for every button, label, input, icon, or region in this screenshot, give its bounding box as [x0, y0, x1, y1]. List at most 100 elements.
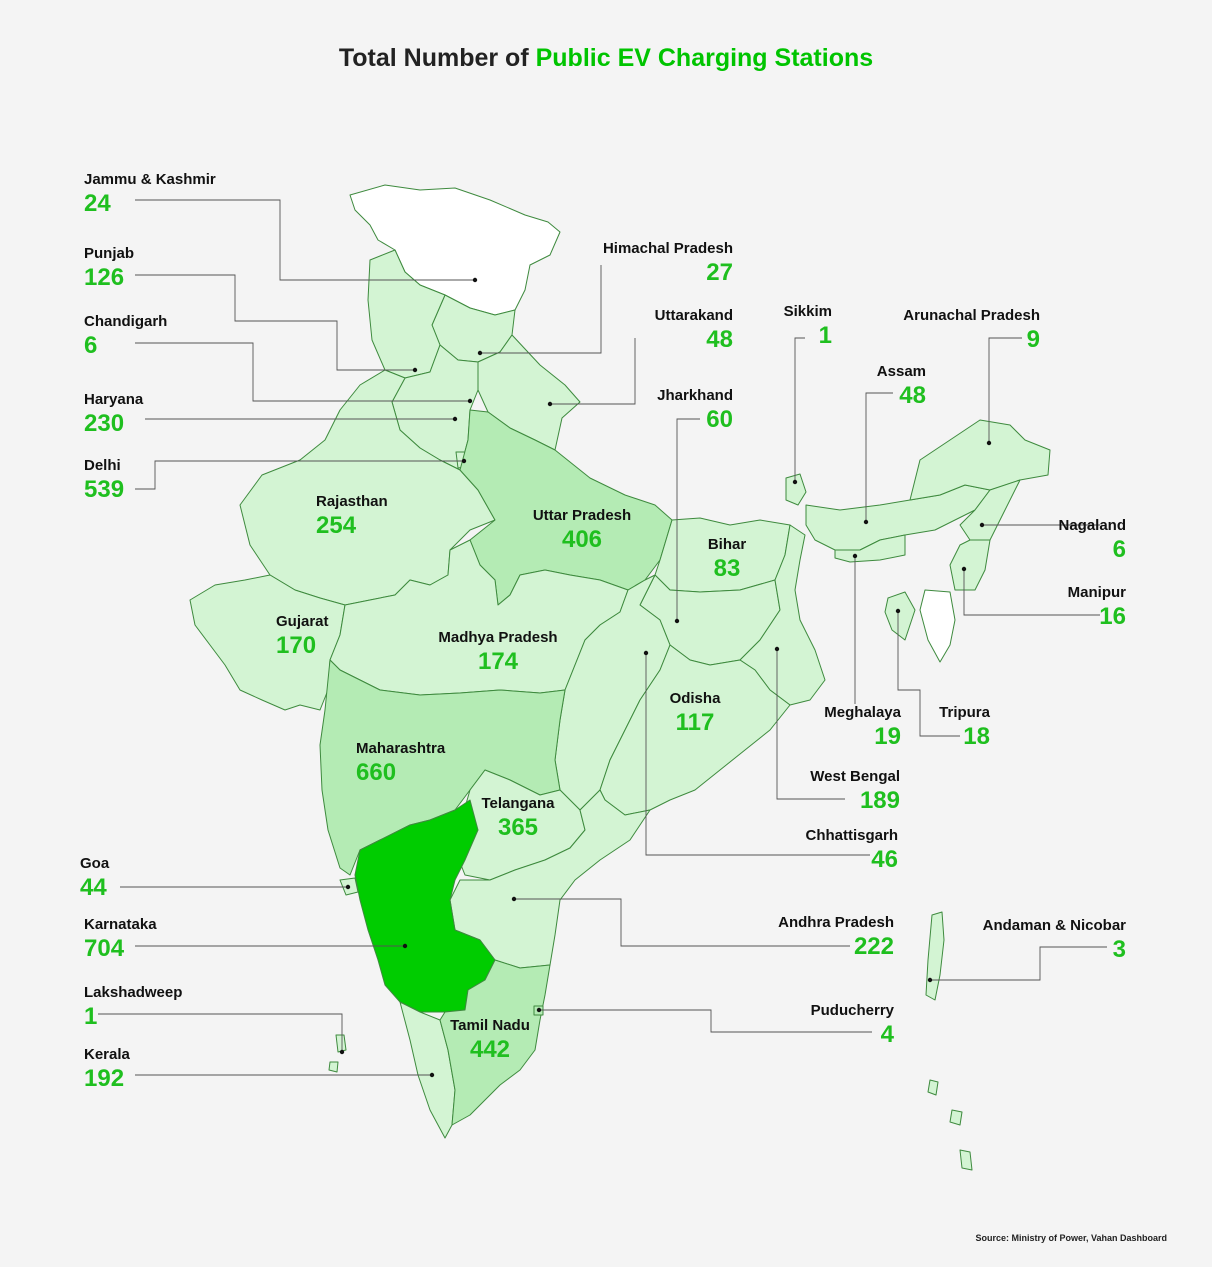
source-note: Source: Ministry of Power, Vahan Dashboa…	[975, 1233, 1167, 1243]
state-name: Goa	[80, 855, 110, 872]
state-value: 27	[706, 259, 733, 286]
state-value: 46	[871, 846, 898, 873]
dot-meghalaya	[852, 553, 858, 559]
label-tripura: Tripura 18	[939, 705, 990, 749]
state-name: Sikkim	[783, 303, 832, 320]
label-kerala: Kerala 192	[84, 1047, 130, 1091]
leader-chandigarh	[135, 342, 470, 402]
state-value: 406	[561, 526, 603, 553]
leader-arunachal	[988, 337, 1022, 443]
label-himachal-pradesh: Himachal Pradesh 27	[603, 241, 733, 285]
dot-uk	[547, 401, 553, 407]
state-value: 83	[713, 555, 741, 582]
title-prefix: Total Number of	[338, 44, 536, 72]
dot-hp	[477, 350, 483, 356]
label-sikkim: Sikkim 1	[784, 304, 832, 348]
state-name: Nagaland	[1058, 517, 1126, 534]
state-value: 117	[675, 709, 715, 736]
dot-tripura	[895, 608, 901, 614]
label-lakshadweep: Lakshadweep 1	[84, 985, 182, 1029]
label-west-bengal: West Bengal 189	[810, 769, 900, 813]
state-name: Andaman & Nicobar	[982, 917, 1126, 934]
state-value: 48	[899, 382, 926, 409]
state-value: 539	[84, 476, 125, 503]
state-name: Chandigarh	[84, 313, 168, 330]
dot-andaman	[927, 977, 933, 983]
label-andhra-pradesh: Andhra Pradesh 222	[778, 915, 894, 959]
state-name: Jammu & Kashmir	[84, 171, 216, 188]
dot-goa	[345, 884, 351, 890]
dot-wb	[774, 646, 780, 652]
state-value: 6	[84, 332, 98, 359]
dot-karnataka	[402, 943, 408, 949]
label-jammu-kashmir: Jammu & Kashmir 24	[84, 172, 216, 216]
region-arunachal-pradesh[interactable]	[909, 419, 1051, 501]
state-value: 1	[84, 1003, 98, 1030]
region-andaman-nicobar[interactable]	[925, 911, 973, 1171]
state-value: 365	[497, 814, 539, 841]
state-value: 254	[316, 512, 357, 539]
region-jammu-kashmir[interactable]	[349, 184, 561, 316]
chart-title: Total Number of Public EV Charging Stati…	[0, 44, 1212, 73]
state-value: 48	[706, 326, 733, 353]
region-tripura[interactable]	[884, 591, 916, 641]
leader-sikkim	[794, 337, 805, 482]
region-tamil-nadu[interactable]	[439, 959, 551, 1126]
label-arunachal-pradesh: Arunachal Pradesh 9	[903, 308, 1040, 352]
region-assam[interactable]	[805, 484, 991, 551]
label-chhattisgarh: Chhattisgarh 46	[805, 828, 898, 872]
region-meghalaya[interactable]	[834, 534, 906, 563]
label-jharkhand: Jharkhand 60	[657, 388, 733, 432]
state-value: 44	[80, 874, 107, 901]
state-name: Punjab	[84, 245, 135, 262]
label-maharashtra: Maharashtra 660	[356, 741, 445, 785]
state-name: Lakshadweep	[84, 984, 183, 1001]
label-telangana: Telangana 365	[468, 796, 568, 840]
dot-ap	[511, 896, 517, 902]
state-name: Chhattisgarh	[805, 827, 898, 844]
state-name: Uttarakand	[654, 307, 733, 324]
state-name: Gujarat	[276, 613, 329, 630]
state-value: 192	[84, 1065, 125, 1092]
dot-punjab	[412, 367, 418, 373]
dot-haryana	[452, 416, 458, 422]
state-value: 3	[1112, 936, 1126, 963]
region-manipur[interactable]	[949, 539, 991, 591]
state-name: Himachal Pradesh	[602, 240, 733, 257]
region-west-bengal[interactable]	[739, 524, 826, 706]
leader-manipur	[963, 569, 1100, 616]
region-mizoram[interactable]	[919, 589, 956, 663]
label-punjab: Punjab 126	[84, 246, 134, 290]
label-assam: Assam 48	[877, 364, 926, 408]
state-value: 660	[356, 759, 397, 786]
state-value: 19	[874, 723, 901, 750]
leader-chh	[645, 653, 870, 856]
state-name: Jharkhand	[657, 387, 733, 404]
state-name: Madhya Pradesh	[438, 629, 558, 646]
label-uttarakhand: Uttarakand 48	[655, 308, 733, 352]
dot-arunachal	[986, 440, 992, 446]
state-value: 170	[276, 632, 317, 659]
state-name: Telangana	[481, 795, 555, 812]
dot-kerala	[429, 1072, 435, 1078]
label-tamil-nadu: Tamil Nadu 442	[435, 1018, 545, 1062]
leader-andaman	[930, 946, 1107, 981]
state-name: Delhi	[84, 457, 121, 474]
state-name: Bihar	[707, 536, 747, 553]
state-name: Maharashtra	[356, 740, 446, 757]
dot-manipur	[961, 566, 967, 572]
region-odisha[interactable]	[599, 644, 791, 816]
state-name: Arunachal Pradesh	[903, 307, 1040, 324]
state-value: 9	[1026, 326, 1040, 353]
state-value: 189	[859, 787, 900, 814]
dot-assam	[863, 519, 869, 525]
title-highlight: Public EV Charging Stations	[535, 44, 874, 72]
label-chandigarh: Chandigarh 6	[84, 314, 167, 358]
region-sikkim[interactable]	[785, 473, 807, 506]
state-name: Rajasthan	[316, 493, 388, 510]
dot-chandigarh	[467, 398, 473, 404]
state-value: 24	[84, 190, 111, 217]
leader-delhi	[135, 460, 464, 490]
label-goa: Goa 44	[80, 856, 109, 900]
